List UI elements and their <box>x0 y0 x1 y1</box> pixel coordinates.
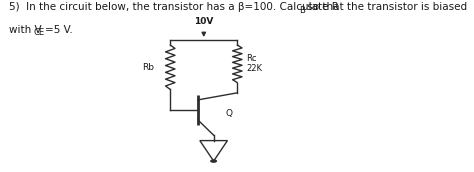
Text: with V: with V <box>9 25 41 35</box>
Text: Rb: Rb <box>143 63 155 72</box>
Text: CE: CE <box>34 28 45 37</box>
Text: =5 V.: =5 V. <box>45 25 73 35</box>
Text: 10V: 10V <box>194 17 213 26</box>
Circle shape <box>210 160 217 162</box>
Text: Rc: Rc <box>246 54 256 63</box>
Text: 22K: 22K <box>246 64 262 73</box>
Text: so that the transistor is biased: so that the transistor is biased <box>304 2 467 12</box>
Text: 5)  In the circuit below, the transistor has a β=100. Calculate R: 5) In the circuit below, the transistor … <box>9 2 338 12</box>
Text: Q: Q <box>226 109 232 118</box>
Text: B: B <box>299 6 305 15</box>
